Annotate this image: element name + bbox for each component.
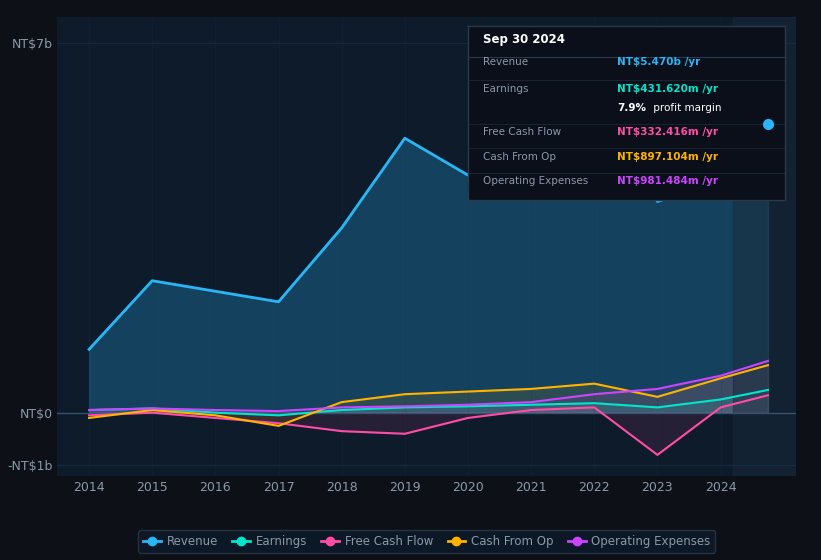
Bar [733,17,796,476]
Legend: Revenue, Earnings, Free Cash Flow, Cash From Op, Operating Expenses: Revenue, Earnings, Free Cash Flow, Cash … [139,530,715,553]
